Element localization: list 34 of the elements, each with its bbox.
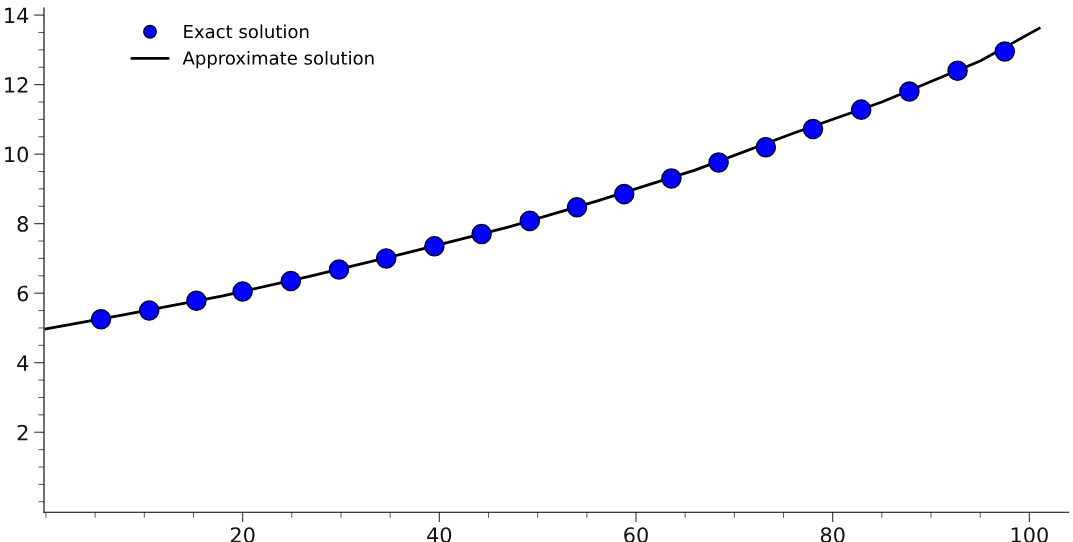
point <box>613 183 635 205</box>
point <box>850 99 872 120</box>
point <box>471 223 492 245</box>
y-tick-label: 14 <box>5 7 29 23</box>
y-tick-label: 2 <box>17 424 28 441</box>
y-tick-label: 10 <box>5 146 29 163</box>
x-tick-label: 60 <box>624 527 648 542</box>
point <box>186 290 207 312</box>
point <box>566 197 588 218</box>
y-tick-label: 4 <box>17 355 29 371</box>
x-tick-label: 40 <box>427 527 452 542</box>
point <box>994 41 1016 62</box>
point <box>90 308 112 330</box>
point <box>232 281 253 302</box>
x-tick-label: 100 <box>1011 527 1048 542</box>
point <box>802 118 824 140</box>
point <box>280 270 302 292</box>
y-tick-label: 8 <box>17 216 28 232</box>
point <box>424 235 445 257</box>
point <box>328 259 350 280</box>
x-tick-label: 20 <box>230 527 255 542</box>
point <box>708 152 729 173</box>
legend-label: Exact solution <box>184 24 309 39</box>
point <box>755 136 777 158</box>
point <box>519 210 541 232</box>
point <box>947 60 968 81</box>
point <box>375 248 397 269</box>
x-tick-label: 80 <box>820 527 845 542</box>
point <box>899 81 920 102</box>
point <box>661 168 682 189</box>
legend-label: Approximate solution <box>182 50 374 69</box>
y-tick-label: 12 <box>5 77 28 93</box>
y-tick-label: 6 <box>17 285 29 302</box>
point <box>138 300 160 321</box>
